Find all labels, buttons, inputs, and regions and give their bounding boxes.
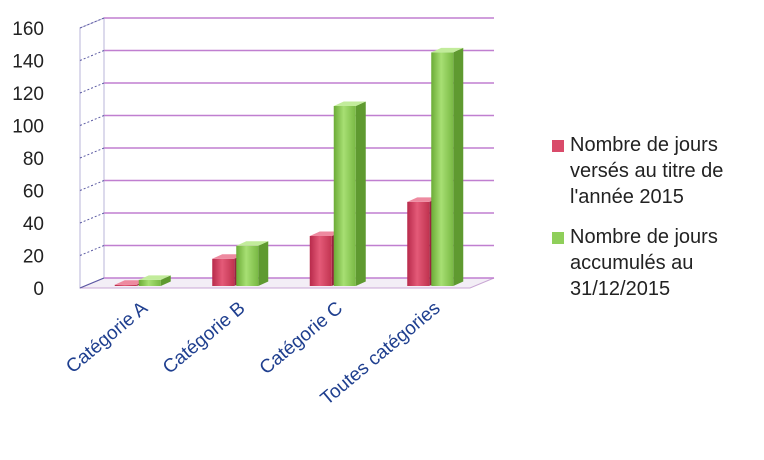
y-tick-label: 20 — [23, 247, 44, 268]
bar-side — [160, 275, 171, 286]
y-tick-label: 120 — [12, 84, 44, 105]
bar — [236, 245, 259, 286]
gridline-depth — [79, 245, 105, 256]
bar-side — [258, 241, 269, 286]
legend: Nombre de jours versés au titre de l'ann… — [552, 132, 762, 316]
legend-label: Nombre de jours accumulés au 31/12/2015 — [570, 226, 718, 300]
bar-top — [431, 47, 464, 53]
bar — [333, 106, 356, 286]
bar — [431, 52, 454, 286]
legend-label: Nombre de jours versés au titre de l'ann… — [570, 134, 724, 208]
legend-item-versés: Nombre de jours versés au titre de l'ann… — [552, 132, 762, 210]
bar — [212, 258, 235, 286]
bar-side — [355, 101, 366, 286]
gridline-depth — [79, 180, 105, 191]
gridline-depth — [79, 115, 105, 126]
y-tick-label: 40 — [23, 214, 44, 235]
x-category-label: Catégorie B — [159, 298, 249, 379]
y-tick-label: 0 — [33, 279, 44, 300]
y-tick-label: 160 — [12, 19, 44, 40]
gridline-depth — [79, 50, 105, 61]
bar-top — [333, 101, 366, 106]
legend-swatch-green — [552, 232, 564, 244]
gridline-depth — [79, 212, 105, 224]
bar-top — [236, 241, 269, 246]
y-tick-label: 100 — [12, 117, 44, 138]
y-tick-label: 80 — [23, 149, 44, 170]
bar — [309, 236, 332, 286]
y-tick-label: 140 — [12, 52, 44, 73]
gridline-depth — [79, 82, 105, 94]
bar — [138, 279, 161, 286]
bar — [114, 284, 137, 286]
gridline-depth — [79, 17, 105, 29]
y-tick-label: 60 — [23, 182, 44, 203]
gridline-depth — [79, 147, 105, 159]
bar-side — [453, 47, 464, 286]
legend-item-accumulés: Nombre de jours accumulés au 31/12/2015 — [552, 224, 762, 302]
bars — [114, 47, 464, 286]
gridline-depth — [79, 277, 105, 289]
x-category-label: Catégorie C — [256, 298, 347, 379]
bar-top — [138, 275, 171, 280]
bar — [407, 201, 430, 286]
legend-swatch-red — [552, 140, 564, 152]
x-category-label: Catégorie A — [62, 298, 152, 378]
